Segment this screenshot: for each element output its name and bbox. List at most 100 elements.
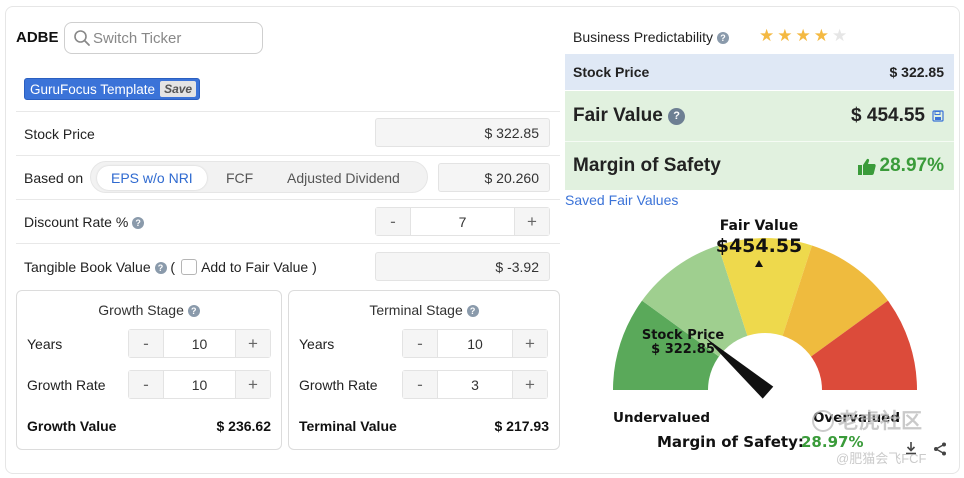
- gauge-fair-value-title: Fair Value: [720, 218, 799, 234]
- terminal-years-stepper: - 10 +: [402, 329, 548, 358]
- ticker-symbol: ADBE: [16, 29, 59, 46]
- summary-fair-value-amount: $ 454.55: [851, 105, 925, 126]
- stock-price-value: $ 322.85: [375, 118, 550, 147]
- add-to-fair-value-checkbox[interactable]: [181, 258, 198, 275]
- margin-of-safety-gauge: Fair Value $454.55 Stock Price $ 322.85 …: [613, 218, 917, 451]
- growth-stage-panel: Growth Stage ? Years Growth Rate Growth …: [16, 290, 282, 450]
- add-to-fair-value-label: Add to Fair Value: [201, 258, 309, 275]
- summary-stock-price-label: Stock Price: [573, 64, 650, 80]
- summary-margin-row: Margin of Safety 28.97%: [565, 142, 954, 190]
- terminal-rate-stepper: - 3 +: [402, 370, 548, 399]
- summary-stock-price-value: $ 322.85: [889, 64, 945, 80]
- summary-fair-value-label: Fair Value ?: [573, 105, 686, 127]
- switch-ticker-search[interactable]: Switch Ticker: [64, 22, 263, 54]
- help-icon[interactable]: ?: [187, 305, 200, 317]
- star-filled-icon: ★: [795, 26, 811, 45]
- gauge-overvalued-label: Overvalued: [813, 410, 900, 426]
- summary-margin: 28.97%: [857, 155, 944, 177]
- growth-stage-title: Growth Stage ?: [17, 302, 281, 318]
- terminal-rate-plus-button[interactable]: +: [513, 371, 547, 398]
- discount-rate-stepper: - 7 +: [375, 207, 550, 236]
- terminal-years-minus-button[interactable]: -: [403, 330, 437, 357]
- stock-price-row: Stock Price: [16, 111, 560, 155]
- growth-years-minus-button[interactable]: -: [129, 330, 163, 357]
- terminal-rate-input[interactable]: 3: [437, 371, 513, 398]
- gauge-hub: [708, 333, 822, 390]
- gauge-fair-value: $454.55: [716, 235, 803, 257]
- terminal-stage-panel: Terminal Stage ? Years Growth Rate Termi…: [288, 290, 560, 450]
- growth-rate-label: Growth Rate: [27, 377, 106, 393]
- tangible-book-value: $ -3.92: [375, 252, 550, 281]
- search-placeholder: Switch Ticker: [93, 29, 182, 47]
- gauge-margin-label: Margin of Safety:: [657, 433, 804, 451]
- terminal-years-label: Years: [299, 336, 335, 352]
- watermark-icon: [812, 410, 834, 432]
- gauge-undervalued-label: Undervalued: [613, 410, 710, 426]
- share-icon[interactable]: [933, 442, 947, 456]
- terminal-value: $ 217.93: [494, 418, 550, 434]
- summary-fair-value: $ 454.55: [851, 105, 944, 127]
- summary-fair-value-row: Fair Value ? $ 454.55: [565, 91, 954, 142]
- watermark-handle: @肥猫会飞FCF: [836, 451, 927, 466]
- fair-value-marker: [755, 260, 763, 267]
- discount-rate-input[interactable]: 7: [410, 208, 515, 235]
- discount-rate-row: Discount Rate % ?: [16, 199, 560, 243]
- summary-margin-label: Margin of Safety: [573, 155, 721, 176]
- template-label: GuruFocus Template: [30, 81, 156, 97]
- discount-rate-label: Discount Rate % ?: [24, 214, 145, 230]
- save-button[interactable]: Save: [160, 81, 197, 97]
- growth-rate-input[interactable]: 10: [163, 371, 236, 398]
- star-filled-icon: ★: [777, 26, 793, 45]
- based-on-value: $ 20.260: [438, 163, 550, 192]
- growth-years-label: Years: [27, 336, 63, 352]
- discount-rate-plus-button[interactable]: +: [515, 208, 549, 235]
- growth-rate-stepper: - 10 +: [128, 370, 271, 399]
- help-icon[interactable]: ?: [716, 32, 729, 44]
- terminal-rate-label: Growth Rate: [299, 377, 378, 393]
- watermark-logo: 老虎社区: [812, 405, 922, 435]
- floppy-save-icon[interactable]: [932, 110, 944, 122]
- growth-years-plus-button[interactable]: +: [236, 330, 270, 357]
- terminal-years-input[interactable]: 10: [437, 330, 513, 357]
- business-predictability-label: Business Predictability ?: [573, 29, 729, 45]
- terminal-rate-minus-button[interactable]: -: [403, 371, 437, 398]
- predictability-stars: ★ ★ ★ ★ ★: [759, 27, 847, 44]
- growth-value: $ 236.62: [216, 418, 272, 434]
- summary-margin-value: 28.97%: [879, 155, 944, 176]
- gauge-stock-price-title: Stock Price: [642, 328, 724, 343]
- based-on-row: Based on: [16, 155, 560, 199]
- thumbs-up-icon: [857, 158, 876, 175]
- discount-rate-minus-button[interactable]: -: [376, 208, 410, 235]
- help-icon[interactable]: ?: [668, 108, 686, 125]
- help-icon[interactable]: ?: [132, 216, 145, 229]
- growth-rate-minus-button[interactable]: -: [129, 371, 163, 398]
- based-on-toggle: EPS w/o NRI FCF Adjusted Dividend: [90, 161, 428, 193]
- gauge-stock-price: $ 322.85: [651, 342, 715, 357]
- download-icon[interactable]: [905, 441, 917, 455]
- help-icon[interactable]: ?: [154, 261, 167, 274]
- growth-rate-plus-button[interactable]: +: [236, 371, 270, 398]
- stock-price-label: Stock Price: [24, 125, 95, 142]
- gauge-segment-3: [718, 238, 812, 390]
- star-filled-icon: ★: [759, 26, 775, 45]
- tangible-book-label: Tangible Book Value ? (Add to Fair Value…: [24, 258, 317, 275]
- option-fcf[interactable]: FCF: [226, 170, 254, 186]
- saved-fair-values-link[interactable]: Saved Fair Values: [565, 192, 679, 208]
- growth-years-input[interactable]: 10: [163, 330, 236, 357]
- star-filled-icon: ★: [813, 26, 829, 45]
- valuation-card: [5, 6, 960, 474]
- tangible-book-row: Tangible Book Value ? (Add to Fair Value…: [16, 243, 560, 289]
- star-empty-icon: ★: [832, 26, 848, 45]
- terminal-years-plus-button[interactable]: +: [513, 330, 547, 357]
- option-adjusted-dividend[interactable]: Adjusted Dividend: [287, 170, 400, 186]
- terminal-stage-title: Terminal Stage ?: [289, 302, 559, 318]
- template-selector[interactable]: GuruFocus Template Save: [24, 78, 201, 100]
- terminal-value-label: Terminal Value: [299, 418, 397, 434]
- help-icon[interactable]: ?: [466, 305, 479, 317]
- growth-years-stepper: - 10 +: [128, 329, 271, 358]
- search-icon: [74, 30, 90, 46]
- based-on-label: Based on: [24, 169, 84, 186]
- growth-value-label: Growth Value: [27, 418, 117, 434]
- option-eps-wo-nri[interactable]: EPS w/o NRI: [97, 166, 207, 190]
- summary-stock-price-row: Stock Price $ 322.85: [565, 54, 954, 90]
